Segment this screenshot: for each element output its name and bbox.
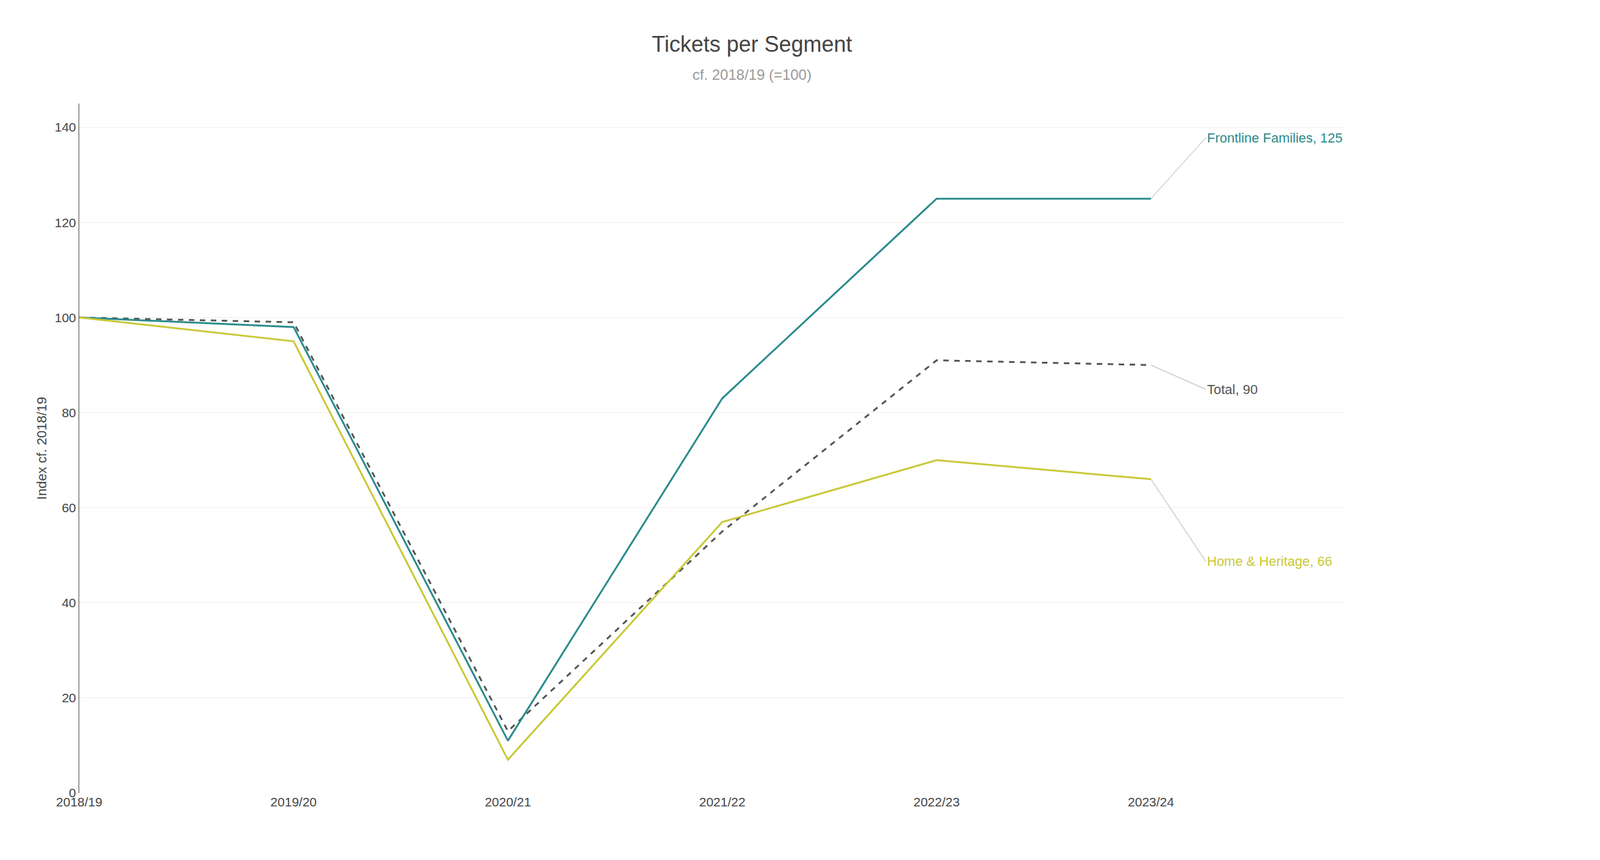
- svg-text:80: 80: [61, 405, 76, 420]
- svg-text:Tickets per Segment: Tickets per Segment: [651, 31, 853, 57]
- svg-text:2023/24: 2023/24: [1127, 795, 1175, 810]
- svg-text:40: 40: [61, 595, 76, 610]
- svg-text:2020/21: 2020/21: [484, 795, 532, 810]
- svg-text:100: 100: [54, 310, 77, 325]
- svg-text:Home & Heritage, 66: Home & Heritage, 66: [1207, 553, 1332, 570]
- svg-text:2019/20: 2019/20: [270, 795, 317, 810]
- svg-text:Total, 90: Total, 90: [1207, 382, 1258, 398]
- svg-text:2022/23: 2022/23: [913, 795, 960, 810]
- svg-text:140: 140: [54, 120, 77, 135]
- svg-text:Frontline Families, 125: Frontline Families, 125: [1207, 130, 1343, 146]
- svg-text:cf. 2018/19 (=100): cf. 2018/19 (=100): [692, 66, 811, 83]
- svg-text:20: 20: [61, 690, 76, 705]
- svg-text:0: 0: [68, 785, 77, 800]
- svg-text:2018/19: 2018/19: [56, 795, 103, 810]
- svg-text:2021/22: 2021/22: [698, 795, 746, 810]
- svg-text:120: 120: [54, 215, 77, 230]
- svg-text:Index cf. 2018/19: Index cf. 2018/19: [34, 397, 50, 501]
- svg-text:60: 60: [61, 500, 76, 515]
